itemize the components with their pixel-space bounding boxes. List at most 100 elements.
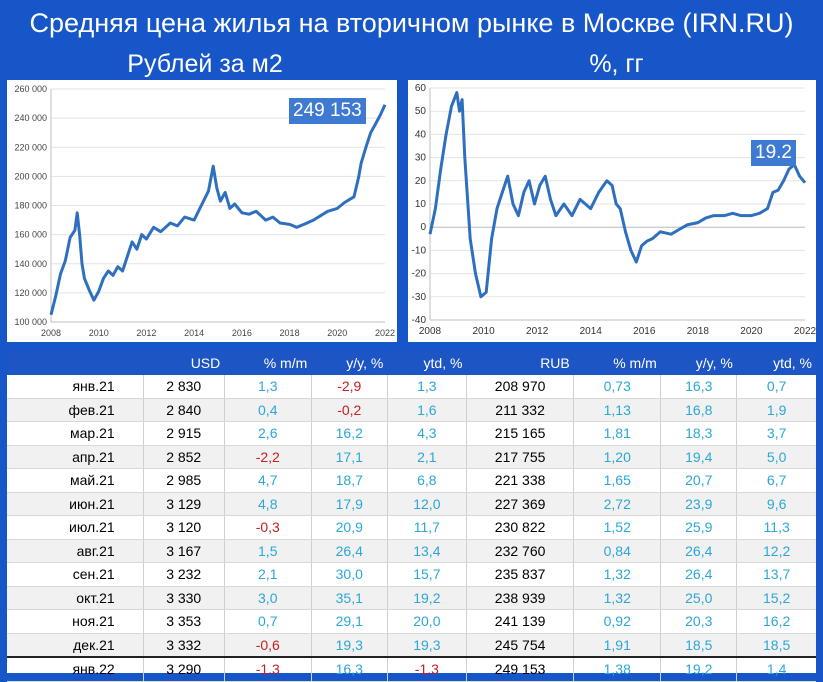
table-cell: 6,8 [386, 468, 467, 493]
table-cell: 2,6 [223, 421, 312, 446]
table-cell: май.21 [7, 468, 144, 493]
x-tick-label: 2012 [526, 326, 549, 337]
x-tick-label: 2020 [740, 326, 763, 337]
table-cell: 16,2 [736, 609, 816, 634]
x-tick-label: 2016 [232, 328, 252, 338]
table-cell: 29,1 [310, 609, 388, 634]
table-row: фев.21 2 840 0,4 -0,2 1,6 211 332 1,13 16,8 1,9 [7, 398, 816, 422]
table-cell: 5,0 [736, 445, 816, 469]
series-line [49, 104, 387, 316]
y-tick-label: 120 000 [14, 288, 47, 298]
table-cell: 4,8 [223, 492, 312, 516]
y-tick-label: 240 000 [14, 113, 47, 123]
table-header-cell: ytd, % [736, 351, 816, 375]
table-header-cell: ytd, % [387, 351, 467, 375]
table-cell: -0,2 [310, 398, 388, 422]
table-cell: 3,7 [736, 421, 816, 446]
table-cell: 16,2 [310, 421, 388, 446]
table-cell: 13,7 [736, 562, 816, 587]
table-cell: 11,7 [386, 515, 467, 540]
table-row: янв.21 2 830 1,3 -2,9 1,3 208 970 0,73 16,3 0,7 [7, 375, 816, 399]
table-cell: 0,7 [736, 375, 816, 399]
y-tick-label: 180 000 [14, 201, 47, 211]
table-cell: 1,3 [386, 375, 467, 399]
table-cell: -0,6 [223, 633, 312, 658]
table-cell: 2,72 [573, 492, 661, 516]
table-cell: 2,1 [386, 445, 467, 469]
table-cell: 16,8 [660, 398, 737, 422]
x-tick-label: 2008 [419, 326, 442, 337]
y-tick-label: 20 [415, 176, 427, 187]
x-tick-label: 2022 [794, 326, 816, 337]
y-tick-label: 100 000 [14, 317, 47, 327]
y-tick-label: 50 [415, 106, 427, 117]
table-cell: 1,9 [736, 398, 816, 422]
y-tick-label: 30 [415, 153, 427, 164]
table-cell: 19,2 [660, 656, 737, 682]
table-cell: 3 332 [142, 633, 225, 658]
table-cell: 20,7 [660, 468, 737, 493]
table-cell: ноя.21 [7, 609, 144, 634]
table-cell: 12,0 [386, 492, 467, 516]
table-cell: 245 754 [465, 633, 574, 658]
table-cell: 15,7 [386, 562, 467, 587]
table-cell: 26,4 [660, 539, 737, 563]
table-row: ноя.21 3 353 0,7 29,1 20,0 241 139 0,92 20,3 16,… [7, 609, 816, 634]
table-cell: янв.21 [7, 375, 144, 399]
table-cell: 215 165 [465, 421, 574, 446]
table-cell: 3 129 [142, 492, 225, 516]
table-cell: июл.21 [7, 515, 144, 540]
table-cell: 1,3 [223, 375, 312, 399]
table-cell: 0,73 [573, 375, 661, 399]
table-cell: 18,5 [660, 633, 737, 658]
table-cell: 2,1 [223, 562, 312, 587]
table-cell: -2,2 [223, 445, 312, 469]
table-cell: -2,9 [310, 375, 388, 399]
table-row: май.21 2 985 4,7 18,7 6,8 221 338 1,65 20,7 6,7 [7, 468, 816, 493]
table-cell: мар.21 [7, 421, 144, 446]
table-cell: 2 985 [142, 468, 225, 493]
table-header-cell: RUB [466, 351, 574, 375]
table-header-row: USD% m/m y/y, % ytd, % RUB% m/m y/y, % ytd, % [7, 351, 816, 375]
table-cell: 241 139 [465, 609, 574, 634]
table-cell: 13,4 [386, 539, 467, 563]
table-cell: 2 840 [142, 398, 225, 422]
table-cell: 211 332 [465, 398, 574, 422]
table-cell: 1,65 [573, 468, 661, 493]
table-cell: 1,38 [573, 656, 661, 682]
x-tick-label: 2008 [41, 328, 61, 338]
table-cell: сен.21 [7, 562, 144, 587]
table-cell: 4,7 [223, 468, 312, 493]
y-tick-label: -40 [412, 315, 427, 326]
yoy-chart-svg: -40 -30 -20 -10 0 10 20 30 40 50 60 2008 2010 2012 201… [412, 83, 816, 337]
table-cell: апр.21 [7, 445, 144, 469]
table-row: июн.21 3 129 4,8 17,9 12,0 227 369 2,72 23,9 9,6 [7, 492, 816, 516]
table-cell: 1,52 [573, 515, 661, 540]
table-cell: 217 755 [465, 445, 574, 469]
table-header-cell: % m/m [224, 351, 312, 375]
table-row: июл.21 3 120 -0,3 20,9 11,7 230 822 1,52 25,9 11… [7, 515, 816, 540]
table-cell: 238 939 [465, 586, 574, 610]
y-tick-label: 140 000 [14, 259, 47, 269]
yoy-callout: 19.2 [751, 140, 796, 166]
table-cell: 0,7 [223, 609, 312, 634]
table-cell: 6,7 [736, 468, 816, 493]
y-tick-label: 10 [415, 199, 427, 210]
table-cell: 25,0 [660, 586, 737, 610]
table-cell: 0,84 [573, 539, 661, 563]
table-cell: 18,5 [736, 633, 816, 658]
x-tick-label: 2010 [89, 328, 109, 338]
table-cell: 15,2 [736, 586, 816, 610]
table-cell: 208 970 [465, 375, 574, 399]
table-row: янв.22 3 290 -1,3 16,3 -1,3 249 153 1,38 19,2 1,… [7, 656, 816, 682]
table-header-cell [7, 351, 144, 375]
table-cell: 18,3 [660, 421, 737, 446]
table-cell: 16,3 [660, 375, 737, 399]
table-cell: янв.22 [7, 656, 144, 682]
table-row: окт.21 3 330 3,0 35,1 19,2 238 939 1,32 25,0 15,… [7, 586, 816, 610]
y-tick-label: -10 [412, 245, 427, 256]
table-cell: 20,0 [386, 609, 467, 634]
data-table-container: USD% m/m y/y, % ytd, % RUB% m/m y/y, % ytd, %… [7, 351, 816, 682]
table-cell: 1,20 [573, 445, 661, 469]
table-cell: 3 353 [142, 609, 225, 634]
